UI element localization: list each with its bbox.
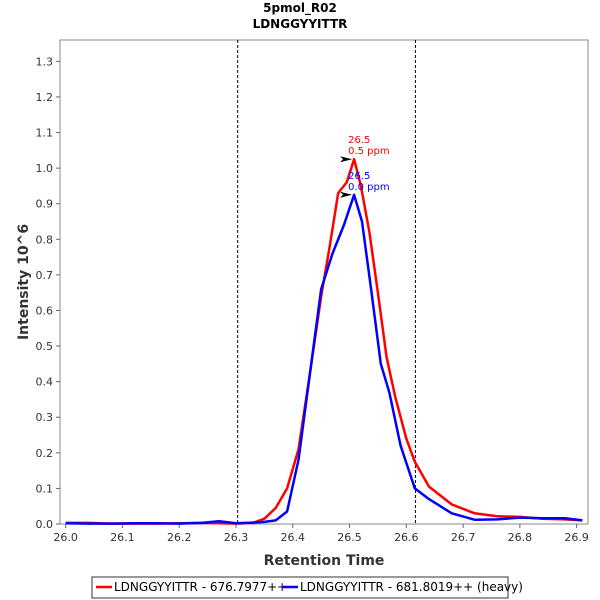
- y-tick-label: 1.0: [36, 162, 54, 175]
- x-tick-label: 26.8: [508, 531, 533, 544]
- y-tick-label: 0.4: [36, 376, 54, 389]
- peak-ppm-label: 0.5 ppm: [348, 146, 390, 157]
- x-tick-label: 26.3: [224, 531, 249, 544]
- peak-rt-label: 26.5: [348, 135, 370, 146]
- peak-ppm-label: 0.0 ppm: [348, 182, 390, 193]
- x-tick-label: 26.7: [451, 531, 476, 544]
- x-tick-label: 26.2: [167, 531, 192, 544]
- y-tick-label: 0.5: [36, 340, 54, 353]
- y-tick-label: 0.1: [36, 482, 54, 495]
- x-tick-label: 26.4: [281, 531, 306, 544]
- y-tick-label: 0.8: [36, 233, 54, 246]
- y-tick-label: 1.1: [36, 127, 54, 140]
- y-axis-label: Intensity 10^6: [16, 224, 32, 340]
- series-lines: [65, 157, 583, 525]
- peak-boundaries: [237, 40, 416, 524]
- x-tick-label: 26.6: [394, 531, 419, 544]
- x-tick-label: 26.0: [53, 531, 78, 544]
- y-tick-label: 0.9: [36, 198, 54, 211]
- y-tick-label: 1.2: [36, 91, 54, 104]
- y-tick-label: 0.0: [36, 518, 54, 531]
- chart-subtitle: LDNGGYYITTR: [253, 17, 348, 31]
- legend-entry-heavy: LDNGGYYITTR - 681.8019++ (heavy): [300, 580, 523, 594]
- y-tick-label: 0.6: [36, 304, 54, 317]
- x-axis: 26.0 26.1 26.2 26.3 26.4 26.5 26.6 26.7 26.8 26.9: [53, 524, 589, 544]
- y-axis: 0.0 0.1 0.2 0.3 0.4 0.5 0.6 0.7 0.8 0.9 1.0 1.1 1.2 1…: [36, 55, 60, 531]
- series-line-heavy: [65, 193, 583, 525]
- peak-arrow: [340, 191, 353, 198]
- y-tick-label: 0.3: [36, 411, 54, 424]
- legend: LDNGGYYITTR - 676.7977++ LDNGGYYITTR - 6…: [91, 576, 523, 599]
- peak-rt-label: 26.5: [348, 171, 370, 182]
- y-tick-label: 0.7: [36, 269, 54, 282]
- y-tick-label: 1.3: [36, 55, 54, 68]
- legend-box: [91, 576, 509, 599]
- legend-entry-light: LDNGGYYITTR - 676.7977++: [114, 580, 287, 594]
- y-tick-label: 0.2: [36, 447, 54, 460]
- chart-title: 5pmol_R02: [263, 1, 337, 16]
- x-tick-label: 26.5: [337, 531, 362, 544]
- x-tick-label: 26.9: [564, 531, 589, 544]
- x-tick-label: 26.1: [110, 531, 135, 544]
- peak-arrow: [340, 156, 353, 163]
- x-axis-label: Retention Time: [264, 553, 385, 569]
